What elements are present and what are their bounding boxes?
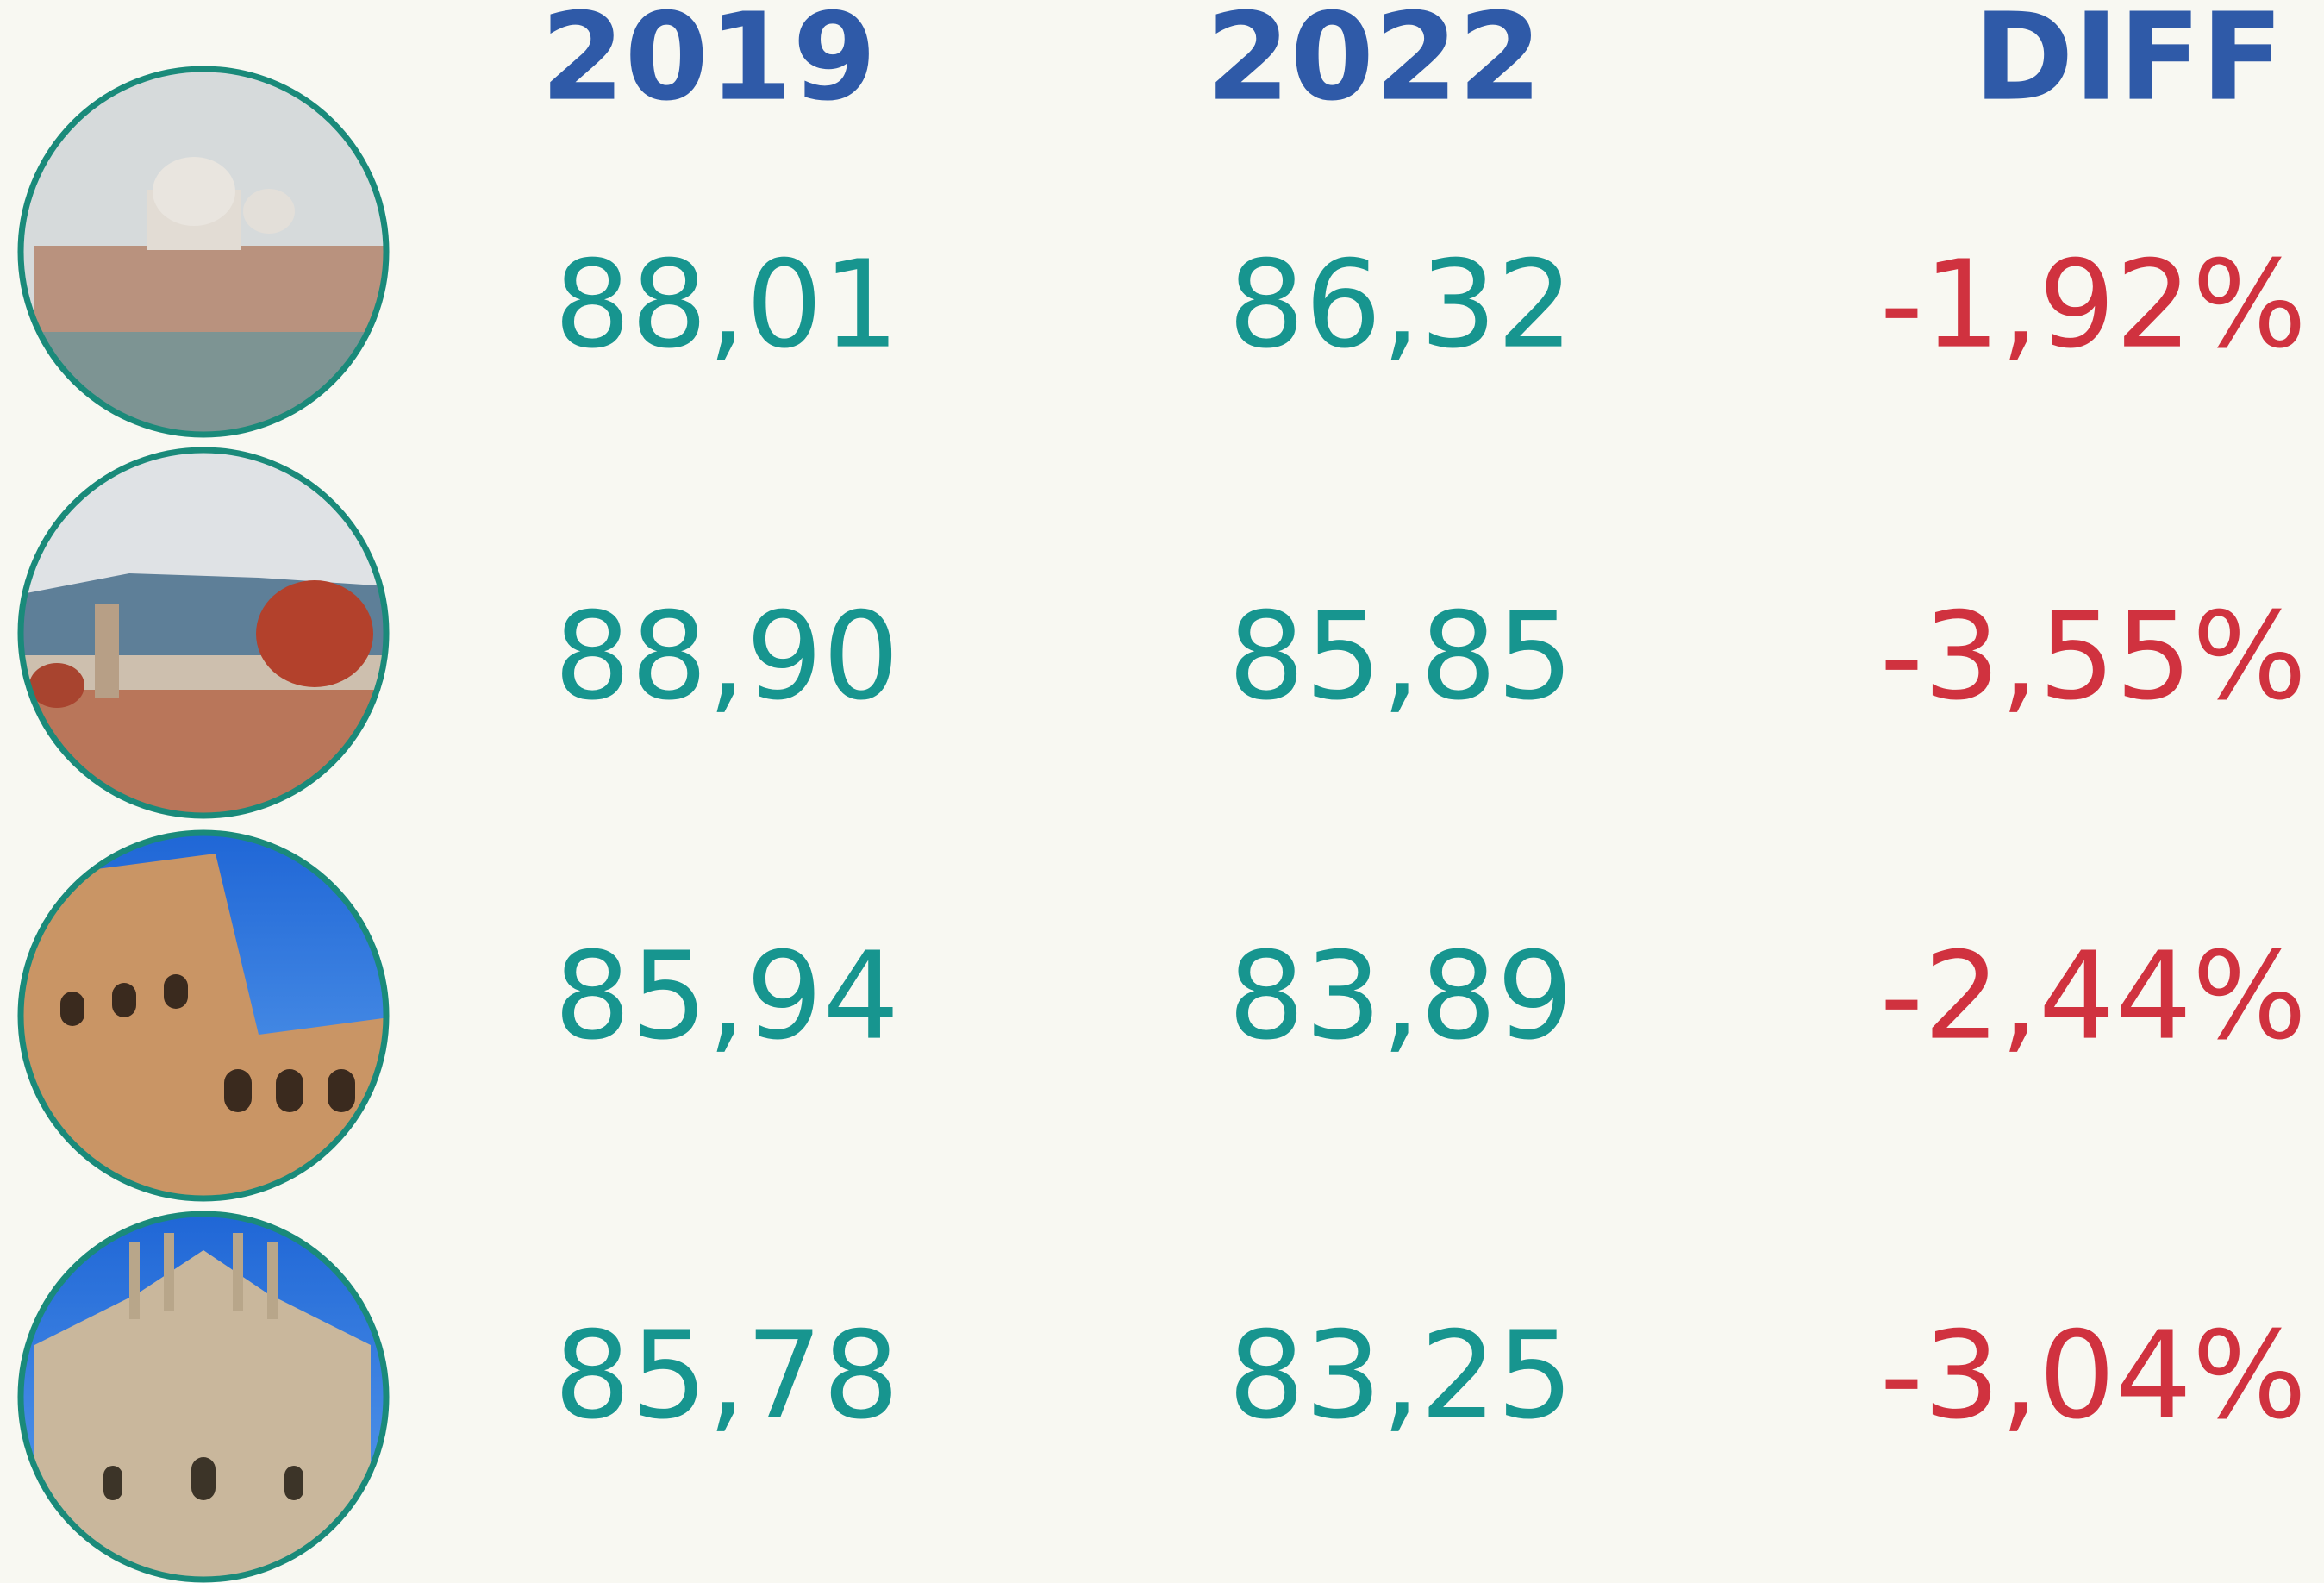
value-2022: 86,32 xyxy=(1228,235,1574,376)
value-2019: 85,78 xyxy=(554,1306,900,1447)
column-header: DIFF xyxy=(1973,0,2283,128)
value-2022: 85,85 xyxy=(1228,587,1574,728)
value-2019: 88,90 xyxy=(554,587,900,728)
value-diff: -2,44% xyxy=(1880,927,2307,1067)
value-2019: 88,01 xyxy=(554,235,900,376)
column-header: 2022 xyxy=(1206,0,1542,128)
infographic: 2019 2022 DIFF 88,01 86,32 -1,92% 88,90 … xyxy=(0,0,2324,1583)
value-diff: -3,55% xyxy=(1880,587,2307,728)
value-2022: 83,89 xyxy=(1228,927,1574,1067)
column-header: 2019 xyxy=(540,0,877,128)
value-2019: 85,94 xyxy=(554,927,900,1067)
value-diff: -1,92% xyxy=(1880,235,2307,376)
value-2022: 83,25 xyxy=(1228,1306,1574,1447)
value-diff: -3,04% xyxy=(1880,1306,2307,1447)
